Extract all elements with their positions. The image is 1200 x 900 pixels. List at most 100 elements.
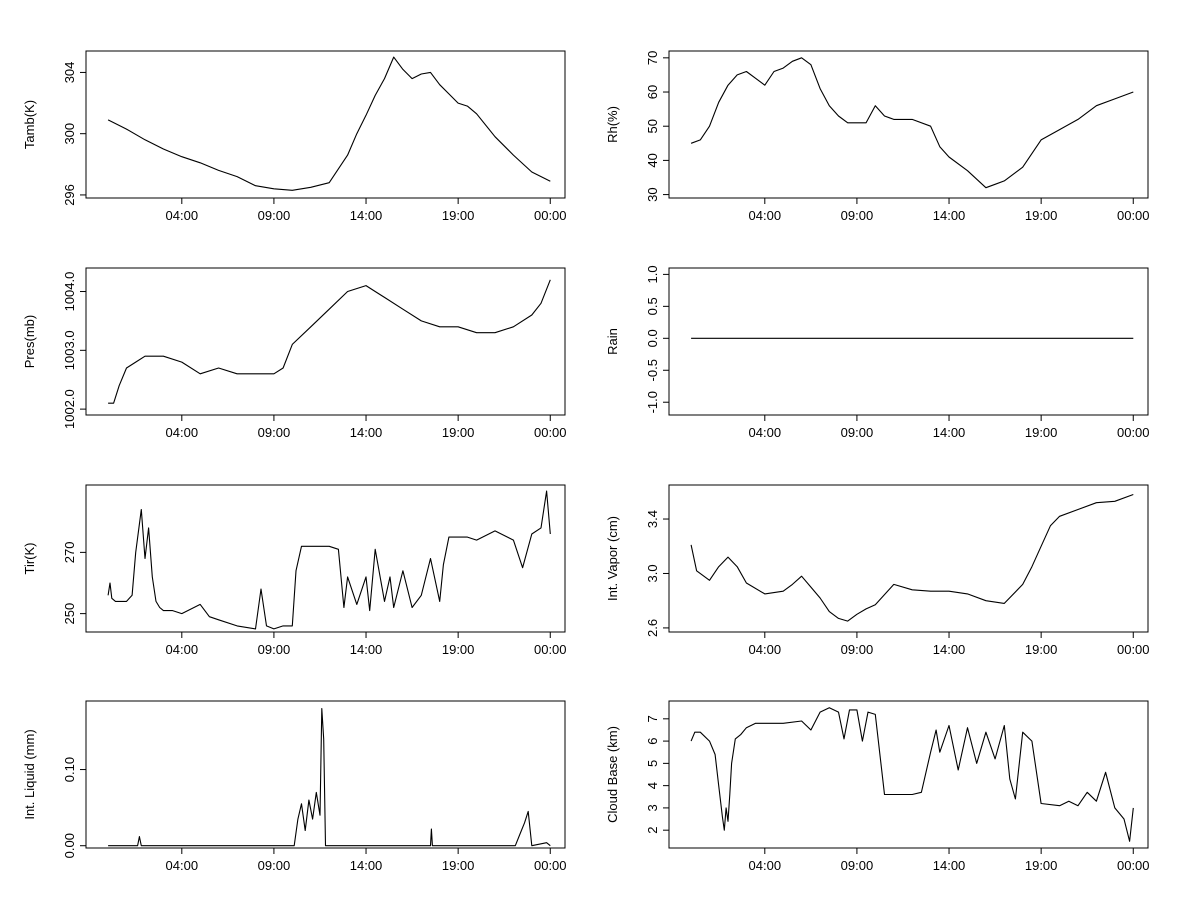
x-tick-label: 09:00 — [258, 642, 291, 657]
y-tick-label: 1.0 — [645, 265, 660, 283]
series-line — [690, 57, 1134, 189]
plot-frame — [85, 700, 566, 849]
y-tick-label: 60 — [645, 85, 660, 99]
x-tick-label: 19:00 — [1025, 425, 1058, 440]
plot-frame — [668, 700, 1149, 849]
y-tick-label: 0.0 — [645, 329, 660, 347]
x-tick-label: 04:00 — [749, 642, 782, 657]
y-tick-label: 3.0 — [645, 564, 660, 582]
y-tick-label: 5 — [645, 760, 660, 767]
x-tick-label: 00:00 — [1117, 208, 1150, 223]
x-tick-label: 04:00 — [749, 858, 782, 873]
y-tick-label: 1003.0 — [62, 330, 77, 370]
x-tick-label: 00:00 — [534, 208, 567, 223]
x-tick-label: 09:00 — [258, 858, 291, 873]
series-line — [108, 708, 551, 847]
y-tick-label: 50 — [645, 119, 660, 133]
y-tick-label: 2.6 — [645, 619, 660, 637]
y-tick-label: 300 — [62, 123, 77, 145]
plot-frame — [85, 50, 566, 199]
panel-8: 04:00 09:00 14:00 19:00 00:00 2 3 4 5 6 7 Cloud Bas… — [605, 700, 1150, 873]
x-tick-label: 00:00 — [534, 642, 567, 657]
plot-frame — [85, 484, 566, 633]
y-axis-label: Tamb(K) — [22, 100, 37, 149]
x-tick-label: 14:00 — [933, 642, 966, 657]
y-tick-label: 70 — [645, 51, 660, 65]
y-tick-label: -0.5 — [645, 359, 660, 381]
x-tick-label: 19:00 — [1025, 858, 1058, 873]
x-tick-label: 14:00 — [350, 208, 383, 223]
series-line — [107, 56, 551, 191]
y-tick-label: 30 — [645, 187, 660, 201]
panel-3: 04:00 09:00 14:00 19:00 00:00 1002.0 1003.0 100… — [22, 267, 567, 440]
y-tick-label: 3.4 — [645, 510, 660, 528]
x-tick-label: 09:00 — [258, 208, 291, 223]
panel-4: 04:00 09:00 14:00 19:00 00:00 -1.0 -0.5 0.0 0.5 1… — [605, 265, 1150, 440]
panel-2: 04:00 09:00 14:00 19:00 00:00 30 40 50 60 70 Rh(%) — [605, 50, 1150, 223]
x-tick-label: 04:00 — [166, 425, 199, 440]
x-tick-label: 09:00 — [841, 425, 874, 440]
x-tick-label: 09:00 — [841, 858, 874, 873]
x-tick-label: 00:00 — [1117, 425, 1150, 440]
x-tick-label: 14:00 — [933, 208, 966, 223]
y-tick-label: 4 — [645, 782, 660, 789]
y-tick-label: 3 — [645, 804, 660, 811]
y-axis-label: Cloud Base (km) — [605, 726, 620, 823]
y-tick-label: 304 — [62, 62, 77, 84]
x-tick-label: 04:00 — [166, 208, 199, 223]
x-tick-label: 00:00 — [534, 425, 567, 440]
series-line — [690, 707, 1134, 842]
y-tick-label: 1004.0 — [62, 272, 77, 312]
y-tick-label: 250 — [62, 603, 77, 625]
y-tick-label: 1002.0 — [62, 389, 77, 429]
y-tick-label: 270 — [62, 542, 77, 564]
x-tick-label: 04:00 — [749, 208, 782, 223]
x-tick-label: 19:00 — [442, 425, 475, 440]
series-line — [108, 279, 551, 404]
y-tick-label: 0.5 — [645, 297, 660, 315]
y-tick-label: 7 — [645, 715, 660, 722]
x-tick-label: 19:00 — [442, 858, 475, 873]
y-tick-label: 40 — [645, 153, 660, 167]
x-tick-label: 00:00 — [1117, 858, 1150, 873]
y-axis-label: Int. Liquid (mm) — [22, 729, 37, 819]
x-tick-label: 04:00 — [166, 858, 199, 873]
panel-5: 04:00 09:00 14:00 19:00 00:00 250 270 Tir(K) — [22, 484, 567, 657]
x-tick-label: 09:00 — [258, 425, 291, 440]
y-tick-label: 0.10 — [62, 757, 77, 782]
plot-frame — [668, 50, 1149, 199]
y-tick-label: -1.0 — [645, 391, 660, 413]
y-tick-label: 296 — [62, 184, 77, 206]
y-axis-label: Pres(mb) — [22, 315, 37, 368]
y-axis-label: Rain — [605, 328, 620, 355]
plot-frame — [668, 267, 1149, 416]
x-tick-label: 04:00 — [749, 425, 782, 440]
x-tick-label: 00:00 — [1117, 642, 1150, 657]
y-axis-label: Tir(K) — [22, 542, 37, 574]
y-tick-label: 6 — [645, 737, 660, 744]
series-line — [690, 493, 1134, 622]
panel-7: 04:00 09:00 14:00 19:00 00:00 0.00 0.10 Int. Li… — [22, 700, 567, 873]
y-axis-label: Int. Vapor (cm) — [605, 516, 620, 601]
y-tick-label: 2 — [645, 827, 660, 834]
x-tick-label: 14:00 — [933, 425, 966, 440]
x-tick-label: 19:00 — [1025, 208, 1058, 223]
panel-1: 04:00 09:00 14:00 19:00 00:00 296 300 304 Tamb(K… — [22, 50, 567, 223]
panel-6: 04:00 09:00 14:00 19:00 00:00 2.6 3.0 3.4 Int. V… — [605, 484, 1150, 657]
x-tick-label: 19:00 — [442, 642, 475, 657]
y-axis-label: Rh(%) — [605, 106, 620, 143]
x-tick-label: 04:00 — [166, 642, 199, 657]
x-tick-label: 14:00 — [933, 858, 966, 873]
series-line — [107, 490, 551, 630]
x-tick-label: 14:00 — [350, 425, 383, 440]
x-tick-label: 09:00 — [841, 208, 874, 223]
x-tick-label: 19:00 — [442, 208, 475, 223]
plot-frame — [668, 484, 1149, 633]
x-tick-label: 00:00 — [534, 858, 567, 873]
plot-frame — [85, 267, 566, 416]
x-tick-label: 14:00 — [350, 858, 383, 873]
x-tick-label: 14:00 — [350, 642, 383, 657]
x-tick-label: 19:00 — [1025, 642, 1058, 657]
x-tick-label: 09:00 — [841, 642, 874, 657]
